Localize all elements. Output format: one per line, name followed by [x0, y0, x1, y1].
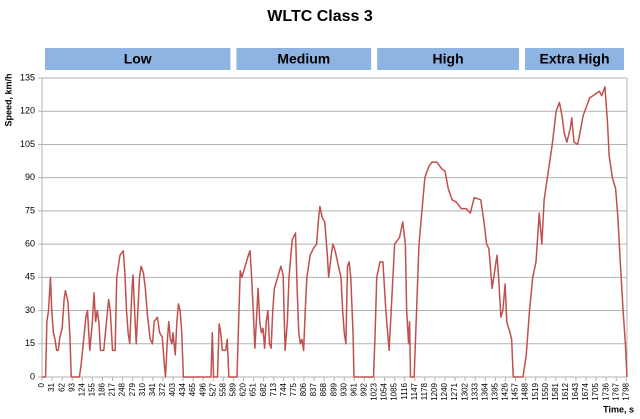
x-tick-label: 837 [309, 382, 318, 396]
x-tick-label: 1550 [541, 382, 550, 400]
x-tick-label: 403 [168, 382, 177, 396]
phase-label: High [433, 51, 464, 67]
x-tick-label: 1767 [611, 382, 620, 400]
phase-label: Medium [277, 51, 330, 67]
x-axis-label: Time, s [603, 404, 634, 414]
y-tick-label: 0 [30, 371, 35, 381]
x-tick-label: 992 [360, 382, 369, 396]
x-tick-label: 186 [98, 382, 107, 396]
x-tick-label: 1054 [380, 382, 389, 400]
x-tick-label: 155 [87, 382, 96, 396]
x-tick-label: 31 [47, 382, 56, 391]
x-tick-label: 1178 [420, 382, 429, 400]
phase-band [377, 48, 520, 70]
phase-band [236, 48, 372, 70]
x-tick-label: 527 [208, 382, 217, 396]
x-tick-label: 1581 [551, 382, 560, 400]
x-tick-label: 1457 [511, 382, 520, 400]
x-tick-label: 1271 [450, 382, 459, 400]
x-tick-label: 310 [138, 382, 147, 396]
x-tick-label: 279 [128, 382, 137, 396]
x-tick-label: 248 [118, 382, 127, 396]
x-tick-label: 1085 [390, 382, 399, 400]
y-tick-label: 15 [25, 338, 35, 348]
x-tick-label: 434 [178, 382, 187, 396]
x-tick-label: 558 [218, 382, 227, 396]
x-tick-label: 124 [77, 382, 86, 396]
y-tick-label: 45 [25, 272, 35, 282]
y-tick-label: 120 [20, 106, 35, 116]
x-tick-label: 682 [259, 382, 268, 396]
x-tick-label: 62 [57, 382, 66, 391]
x-tick-label: 589 [229, 382, 238, 396]
phase-label: Low [124, 51, 152, 67]
y-tick-label: 30 [25, 305, 35, 315]
x-tick-label: 1147 [410, 382, 419, 400]
x-tick-label: 1116 [400, 382, 409, 399]
y-tick-label: 60 [25, 238, 35, 248]
x-tick-label: 1736 [601, 382, 610, 400]
x-tick-label: 744 [279, 382, 288, 396]
x-tick-label: 1798 [621, 382, 630, 400]
x-tick-label: 930 [339, 382, 348, 396]
phase-label: Extra High [540, 51, 610, 67]
x-tick-label: 1643 [571, 382, 580, 400]
x-tick-label: 372 [158, 382, 167, 396]
x-tick-label: 1519 [531, 382, 540, 400]
x-tick-label: 1674 [581, 382, 590, 400]
x-tick-label: 1240 [440, 382, 449, 400]
x-tick-label: 1209 [430, 382, 439, 400]
x-tick-label: 806 [299, 382, 308, 396]
y-tick-label: 90 [25, 172, 35, 182]
phase-band [45, 48, 231, 70]
x-tick-label: 0 [37, 382, 46, 387]
y-tick-label: 105 [20, 139, 35, 149]
x-tick-label: 899 [329, 382, 338, 396]
x-tick-label: 93 [67, 382, 76, 391]
y-tick-label: 135 [20, 72, 35, 82]
chart-title: WLTC Class 3 [267, 8, 373, 25]
x-tick-label: 620 [239, 382, 248, 396]
x-tick-label: 1302 [460, 382, 469, 400]
y-axis-label: Speed, km/h [3, 73, 13, 126]
x-tick-label: 217 [108, 382, 117, 396]
x-tick-label: 868 [319, 382, 328, 396]
x-tick-label: 1023 [370, 382, 379, 400]
x-tick-label: 1333 [470, 382, 479, 400]
x-tick-label: 1364 [480, 382, 489, 400]
speed-line [42, 86, 628, 378]
x-tick-label: 1705 [591, 382, 600, 400]
x-tick-label: 1395 [490, 382, 499, 400]
x-tick-label: 465 [188, 382, 197, 396]
x-tick-label: 341 [148, 382, 157, 396]
x-tick-label: 775 [289, 382, 298, 396]
x-tick-label: 1488 [521, 382, 530, 400]
phase-band [525, 48, 624, 70]
x-tick-label: 713 [269, 382, 278, 396]
x-tick-label: 651 [249, 382, 258, 396]
x-tick-label: 961 [349, 382, 358, 396]
x-tick-label: 1426 [501, 382, 510, 400]
x-tick-label: 1612 [561, 382, 570, 400]
y-tick-label: 75 [25, 205, 35, 215]
x-tick-label: 496 [198, 382, 207, 396]
